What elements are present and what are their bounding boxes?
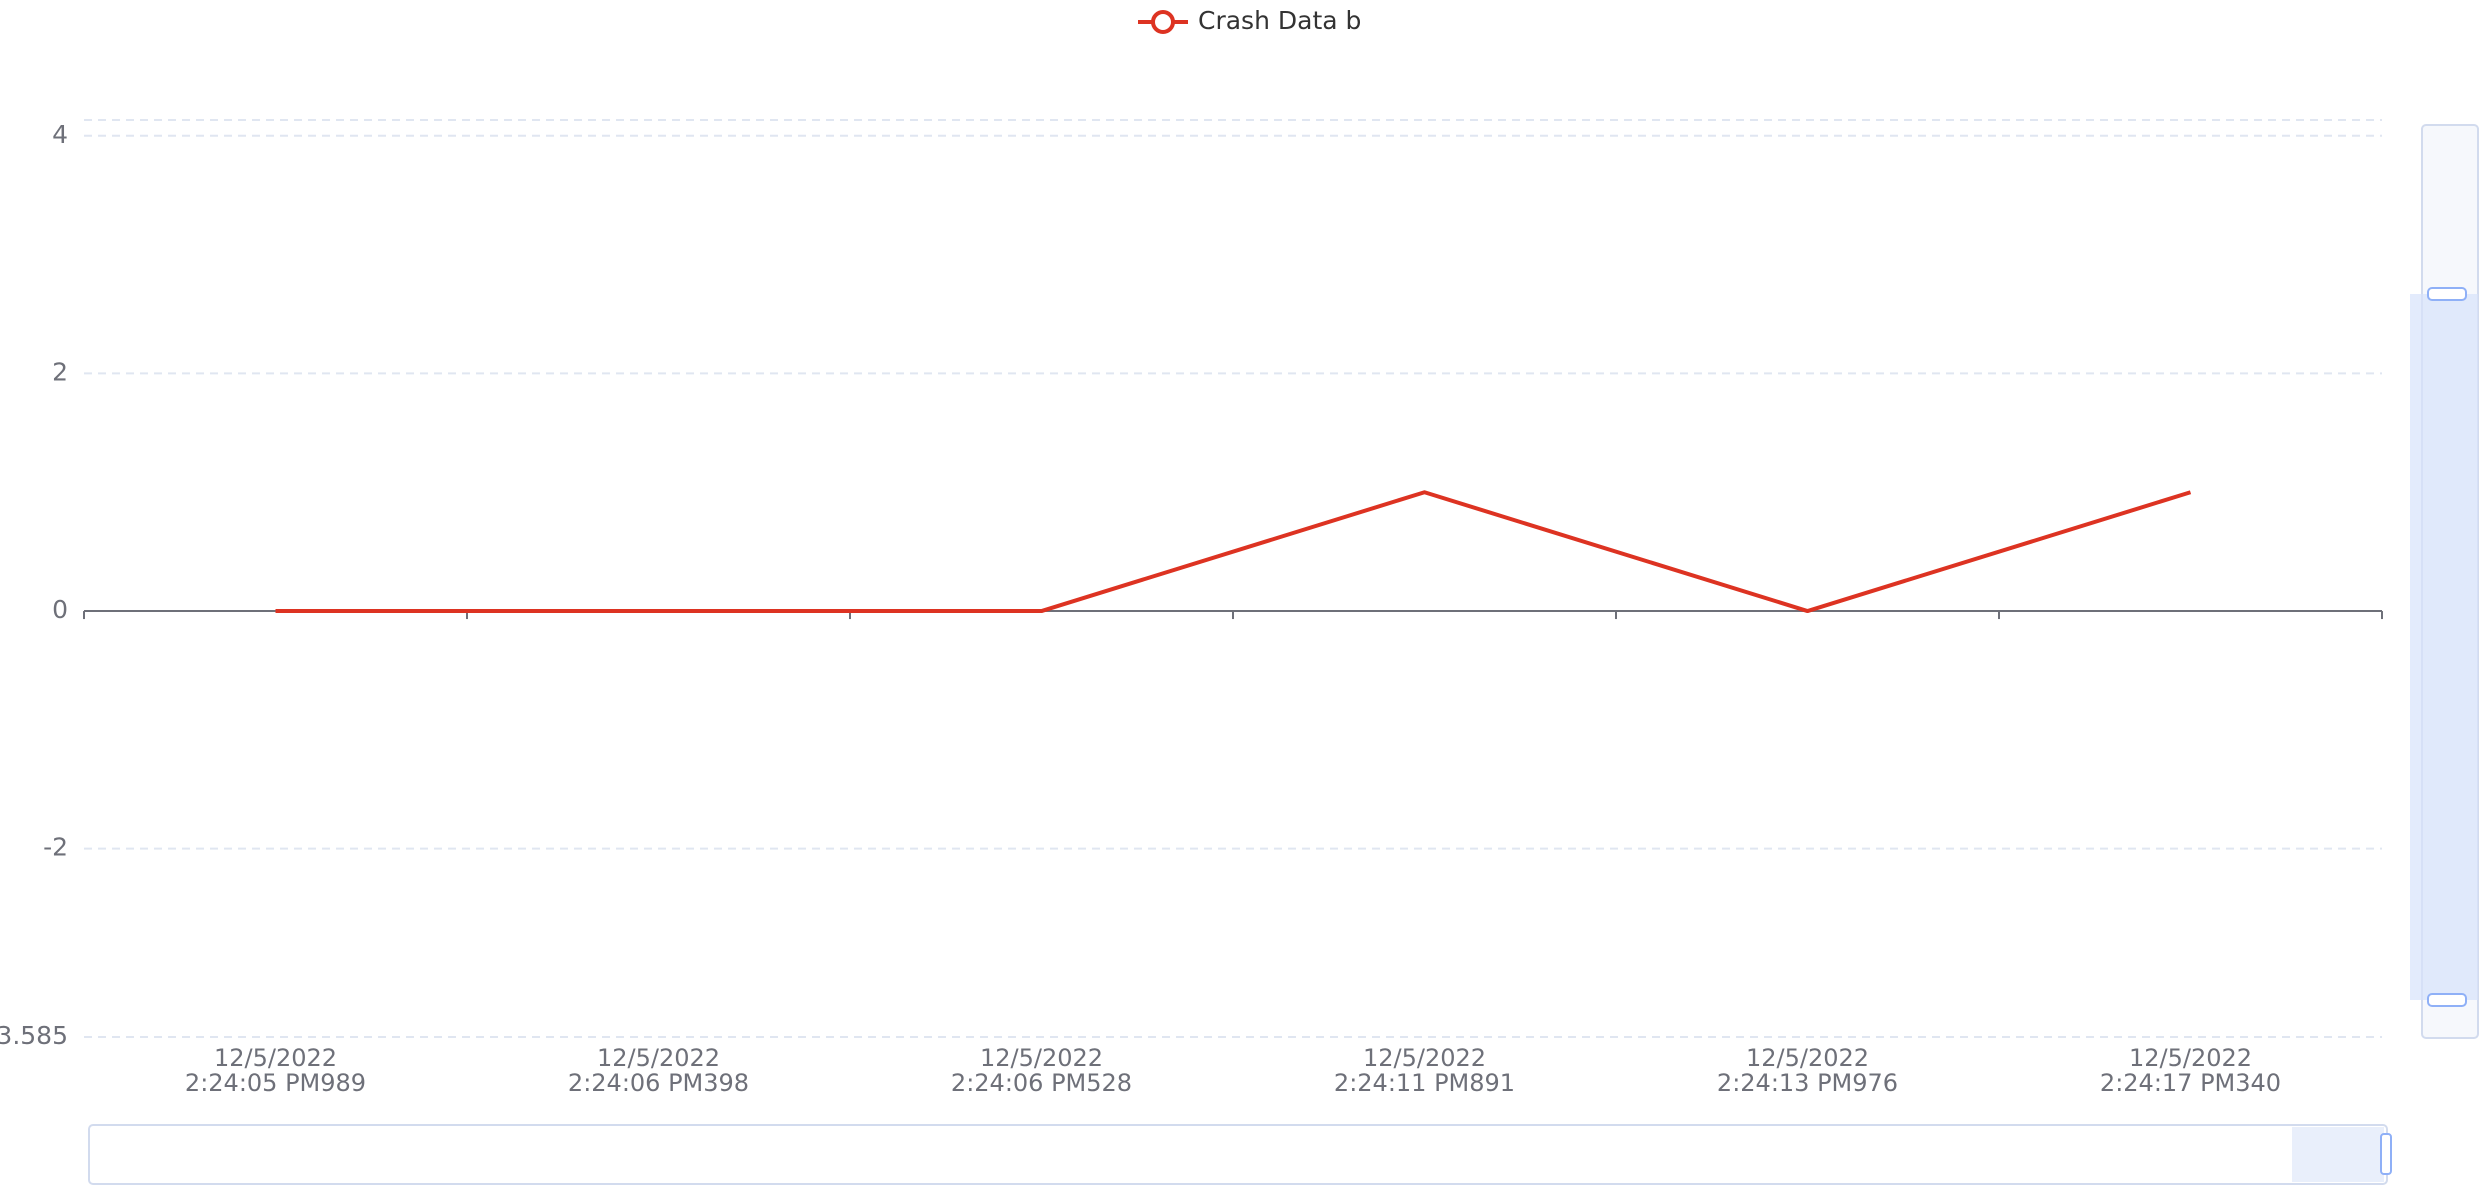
y-tick-label: 4 xyxy=(52,120,68,149)
y-zoom-handle[interactable] xyxy=(2427,287,2467,301)
series-line xyxy=(275,490,2192,614)
x-zoom-window[interactable] xyxy=(2292,1127,2384,1182)
y-zoom-handle[interactable] xyxy=(2427,993,2467,1007)
y-tick-label: -3.585 xyxy=(0,1021,68,1050)
y-tick-label: 2 xyxy=(52,357,68,386)
x-tick-label: 12/5/2022 2:24:06 PM528 xyxy=(950,1044,1133,1097)
x-tick-label: 12/5/2022 2:24:05 PM989 xyxy=(184,1044,367,1097)
x-tick-label: 12/5/2022 2:24:11 PM891 xyxy=(1333,1044,1516,1097)
x-zoom-handle[interactable] xyxy=(2380,1133,2392,1175)
x-tick-label: 12/5/2022 2:24:13 PM976 xyxy=(1716,1044,1899,1097)
x-zoom-track[interactable] xyxy=(88,1124,2388,1185)
x-tick-label: 12/5/2022 2:24:17 PM340 xyxy=(2099,1044,2282,1097)
y-zoom-window[interactable] xyxy=(2410,294,2478,1000)
x-tick-label: 12/5/2022 2:24:06 PM398 xyxy=(567,1044,750,1097)
legend-label[interactable]: Crash Data b xyxy=(1198,6,1361,35)
y-tick-label: -2 xyxy=(43,833,68,862)
legend-symbol xyxy=(1151,10,1175,34)
y-tick-label: 0 xyxy=(52,595,68,624)
